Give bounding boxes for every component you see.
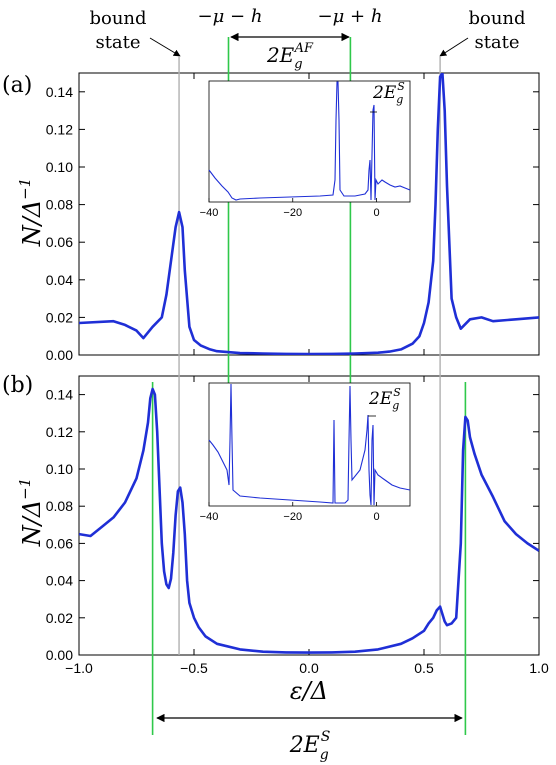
- panel-b-ytick-label: 0.10: [46, 461, 73, 477]
- panel-b-inset: −40 −20 0 2EgS: [200, 382, 411, 523]
- panel-a-y-axis: 0.00 0.02 0.04 0.06 0.08 0.10 0.12 0.14: [46, 84, 539, 363]
- bound-state-left-arrow: [149, 37, 181, 57]
- panel-b-xtick-label: 1.0: [529, 660, 549, 676]
- panel-b-ytick-label: 0.06: [46, 535, 73, 551]
- bound-state-right-line2: state: [474, 32, 519, 53]
- bound-state-right-line1: bound: [468, 8, 525, 29]
- panel-a-inset-annotation: 2EgS: [372, 80, 405, 106]
- panel-b-x-ticks: −1.0 −0.5 0.0 0.5 1.0: [65, 376, 549, 676]
- inset-xtick-label: −20: [283, 511, 302, 523]
- panel-b-ytick-label: 0.04: [46, 573, 73, 589]
- top-annotations: bound state bound state −μ − h −μ + h 2E…: [89, 6, 525, 72]
- bottom-annotation: 2EgS: [156, 713, 463, 763]
- panel-b-ytick-label: 0.08: [46, 498, 73, 514]
- mu-minus-h-label: −μ − h: [198, 6, 263, 27]
- inset-xtick-label: 0: [373, 207, 379, 219]
- panel-a-inset-curve: [208, 81, 411, 201]
- panel-b-ytick-label: 0.02: [46, 610, 73, 626]
- panel-b-xlabel: ε/Δ: [290, 677, 328, 705]
- panel-a-ylabel: N/Δ−1: [16, 178, 46, 248]
- bound-state-right-arrow: [439, 37, 469, 57]
- panel-b-y-axis: 0.00 0.02 0.04 0.06 0.08 0.10 0.12 0.14: [46, 387, 539, 663]
- inset-xtick-label: 0: [373, 511, 379, 523]
- panel-a-ytick-label: 0.04: [46, 272, 73, 288]
- inset-xtick-label: −20: [283, 207, 302, 219]
- panel-b-ytick-label: 0.12: [46, 424, 73, 440]
- panel-b-ytick-label: 0.00: [46, 647, 73, 663]
- panel-b-xtick-label: −1.0: [65, 660, 93, 676]
- panel-a-ytick-label: 0.10: [46, 159, 73, 175]
- panel-b-xtick-label: −0.5: [180, 660, 208, 676]
- panel-a-ytick-label: 0.06: [46, 234, 73, 250]
- s-gap-label: 2EgS: [289, 729, 331, 763]
- panel-b-inset-curve: [208, 383, 411, 506]
- panel-a-label: (a): [2, 73, 32, 98]
- panel-b-xtick-label: 0.0: [299, 660, 319, 676]
- panel-a-inset-ticks: −40 −20 0: [200, 198, 380, 219]
- panel-a-ytick-label: 0.12: [46, 121, 73, 137]
- panel-a-ytick-label: 0.00: [46, 347, 73, 363]
- bound-state-left-line1: bound: [89, 8, 146, 29]
- mu-plus-h-label: −μ + h: [318, 6, 383, 27]
- panel-b: (b) 0.000.020.040.060.080.100.120.14 −1.…: [2, 373, 549, 705]
- panel-a-dos-curve: [79, 73, 539, 355]
- inset-xtick-label: −40: [200, 207, 219, 219]
- panel-b-inset-annotation: 2EgS: [368, 386, 401, 412]
- af-gap-label: 2EgAF: [266, 41, 314, 72]
- panel-b-inset-ticks: −40 −20 0: [200, 502, 380, 523]
- panel-b-inset-frame: [208, 382, 411, 507]
- panel-b-label: (b): [2, 373, 33, 398]
- panel-b-ylabel: N/Δ−1: [16, 478, 46, 548]
- panel-b-xtick-label: 0.5: [414, 660, 434, 676]
- inset-xtick-label: −40: [200, 511, 219, 523]
- panel-a-inset: −40 −20 0 2EgS: [200, 80, 411, 219]
- panel-a-ytick-label: 0.14: [46, 84, 73, 100]
- panel-b-dos-curve: [79, 387, 539, 654]
- bound-state-left-line2: state: [95, 32, 140, 53]
- panel-a-ytick-label: 0.08: [46, 197, 73, 213]
- panel-a-ytick-label: 0.02: [46, 309, 73, 325]
- panel-b-ytick-label: 0.14: [46, 387, 73, 403]
